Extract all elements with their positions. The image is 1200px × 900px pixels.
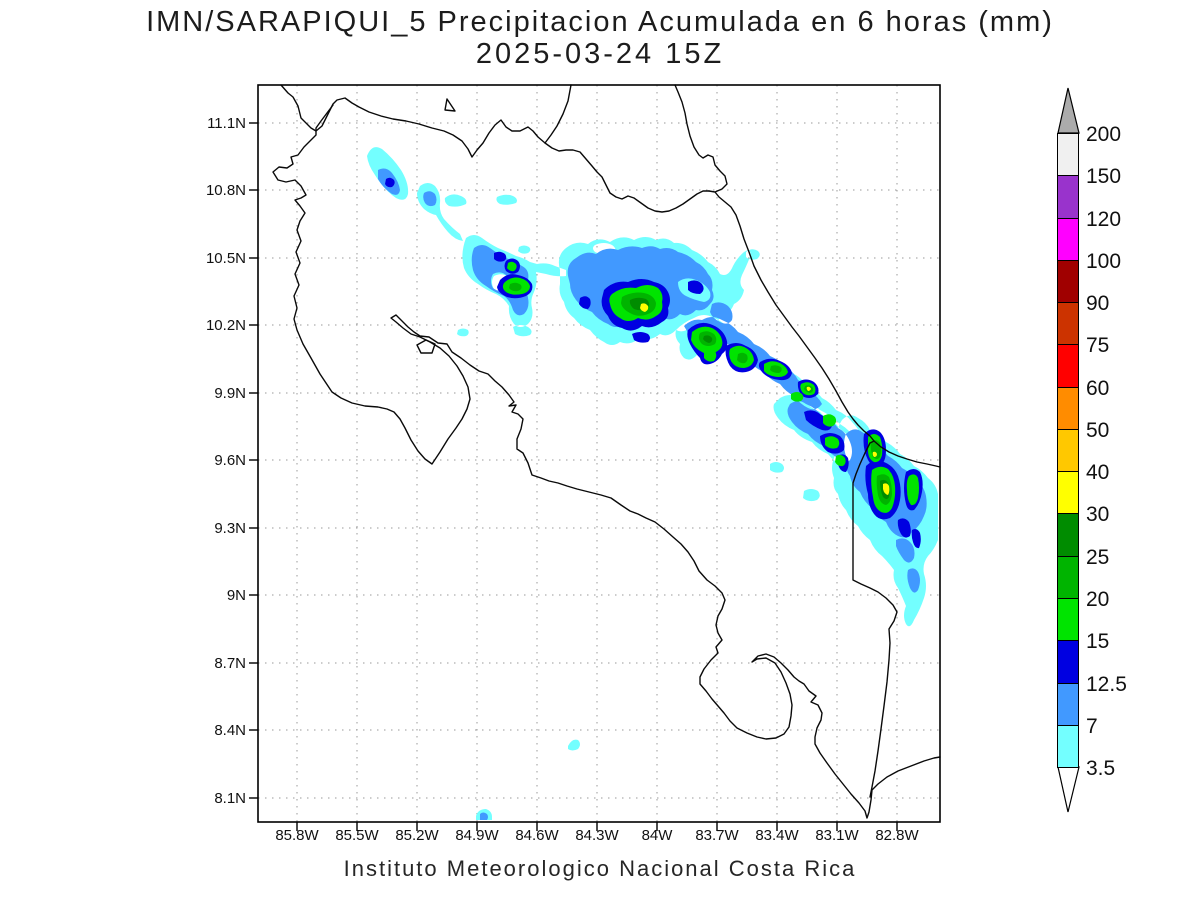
- y-axis-tick-label: 10.8N: [205, 182, 246, 199]
- x-axis-tick-label: 83.4W: [755, 827, 799, 844]
- lake-island: [444, 98, 456, 112]
- colorbar-label: 90: [1086, 292, 1110, 315]
- y-axis-tick-label: 10.5N: [205, 250, 246, 267]
- colorbar-segment: [1057, 598, 1079, 641]
- colorbar-label: 30: [1086, 503, 1110, 526]
- colorbar-label: 100: [1086, 250, 1122, 273]
- coastline-layer: [272, 84, 941, 819]
- grid-lines: [258, 85, 940, 822]
- y-axis-tick-label: 8.4N: [214, 722, 246, 739]
- x-axis-tick-label: 84W: [641, 827, 673, 844]
- y-axis-tick-label: 8.1N: [214, 790, 246, 807]
- isla-chira: [416, 339, 436, 354]
- y-axis-ticks: [249, 122, 258, 799]
- x-axis-tick-label: 84.3W: [575, 827, 619, 844]
- colorbar-label: 200: [1086, 123, 1122, 146]
- colorbar-segment: [1057, 683, 1079, 726]
- colorbar-label: 75: [1086, 334, 1110, 357]
- y-axis-tick-label: 9.9N: [214, 385, 246, 402]
- x-axis-tick-label: 83.7W: [695, 827, 739, 844]
- pacific-coastline: [272, 104, 941, 819]
- colorbar-segment: [1057, 344, 1079, 388]
- colorbar-segment: [1057, 387, 1079, 430]
- colorbar-label: 40: [1086, 461, 1110, 484]
- colorbar-label: 15: [1086, 630, 1110, 653]
- colorbar-label: 150: [1086, 165, 1122, 188]
- colorbar-segment: [1057, 725, 1079, 768]
- x-axis-tick-label: 83.1W: [815, 827, 859, 844]
- y-axis-tick-label: 10.2N: [205, 317, 246, 334]
- colorbar-overflow-arrow-icon: [1057, 87, 1080, 134]
- colorbar-label: 60: [1086, 377, 1110, 400]
- colorbar-label: 12.5: [1086, 673, 1127, 696]
- colorbar-label: 25: [1086, 546, 1110, 569]
- y-axis-tick-label: 9.3N: [214, 520, 246, 537]
- colorbar-underflow-arrow-icon: [1057, 766, 1080, 813]
- precip-shading: [367, 147, 938, 821]
- chart-subtitle-datetime: 2025-03-24 15Z: [475, 38, 725, 70]
- source-caption: Instituto Meteorologico Nacional Costa R…: [343, 856, 857, 881]
- colorbar-label: 50: [1086, 419, 1110, 442]
- colorbar-segment: [1057, 471, 1079, 514]
- colorbar-label: 120: [1086, 208, 1122, 231]
- x-axis-tick-label: 84.9W: [455, 827, 499, 844]
- colorbar-label: 3.5: [1086, 757, 1116, 780]
- colorbar-segment: [1057, 556, 1079, 599]
- rio-san-juan-border: [544, 142, 710, 213]
- x-axis-tick-label: 82.8W: [875, 827, 919, 844]
- colorbar-segment: [1057, 218, 1079, 261]
- caribbean-coastline: [674, 84, 941, 468]
- x-axis-tick-label: 85.5W: [335, 827, 379, 844]
- colorbar-segment: [1057, 133, 1079, 176]
- colorbar-segment: [1057, 260, 1079, 303]
- colorbar-segment: [1057, 513, 1079, 557]
- colorbar-segment: [1057, 429, 1079, 472]
- lake-nicaragua-shoreline: [280, 84, 572, 158]
- x-axis-tick-label: 85.8W: [275, 827, 319, 844]
- plot-frame: [249, 84, 941, 831]
- colorbar-segment: [1057, 175, 1079, 219]
- colorbar-label: 20: [1086, 588, 1110, 611]
- panama-border: [852, 440, 898, 798]
- x-axis-tick-label: 85.2W: [395, 827, 439, 844]
- x-axis-ticks: [296, 822, 898, 831]
- y-axis-tick-label: 9N: [226, 587, 246, 604]
- colorbar-segment: [1057, 302, 1079, 345]
- y-axis-tick-label: 11.1N: [207, 115, 246, 132]
- chart-title: IMN/SARAPIQUI_5 Precipitacion Acumulada …: [146, 6, 1054, 38]
- y-axis-tick-label: 9.6N: [214, 452, 246, 469]
- colorbar-segment: [1057, 640, 1079, 684]
- x-axis-tick-label: 84.6W: [515, 827, 559, 844]
- colorbar-label: 7: [1086, 715, 1098, 738]
- precip-level-3.5mm: [367, 147, 938, 821]
- y-axis-tick-label: 8.7N: [214, 655, 246, 672]
